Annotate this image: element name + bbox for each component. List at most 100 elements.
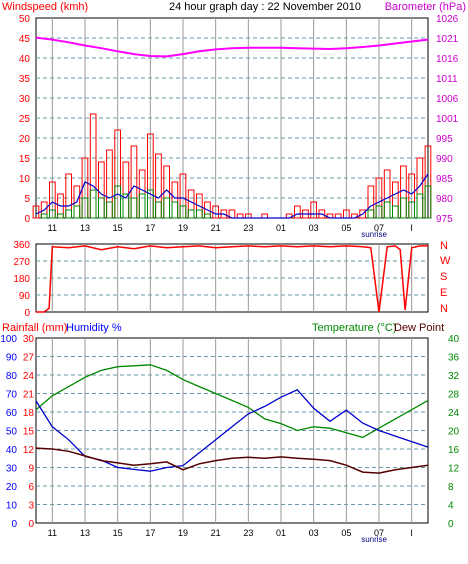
humidity-tick-label: 30 (6, 464, 18, 475)
wind-green-bar (204, 213, 211, 219)
barometer-tick-label: 1026 (436, 14, 459, 25)
temperature-axis-title: Temperature (°C) (312, 322, 396, 334)
temperature-tick-label: 0 (448, 519, 454, 530)
barometer-line (35, 36, 429, 58)
windspeed-axis-title: Windspeed (kmh) (2, 1, 88, 13)
temperature-tick-label: 24 (448, 408, 460, 419)
barometer-tick-label: 975 (436, 214, 453, 225)
wind-green-bar (424, 185, 432, 219)
wind-green-bar (40, 213, 48, 219)
windspeed-tick-label: 45 (19, 34, 31, 45)
wind-panel-sunrise-label: sunrise (361, 230, 387, 239)
humidity-tick-label: 100 (0, 334, 17, 345)
wind-panel-x-tick: 17 (145, 223, 155, 233)
climate-panel-x-tick: 15 (113, 528, 123, 538)
wind-green-bar (171, 201, 179, 219)
humidity-tick-label: 70 (6, 390, 18, 401)
wind-green-bar (114, 185, 122, 219)
wind-green-bar (106, 201, 113, 219)
wind-panel-x-tick: 19 (178, 223, 188, 233)
barometer-tick-label: 995 (436, 134, 453, 145)
barometer-tick-label: 1016 (436, 54, 459, 65)
windspeed-tick-label: 40 (19, 54, 31, 65)
barometer-tick-label: 1011 (436, 74, 458, 85)
humidity-tick-label: 20 (6, 482, 18, 493)
climate-panel-x-tick: 07 (374, 528, 384, 538)
wind-panel-x-tick: 11 (48, 223, 57, 233)
windspeed-tick-label: 50 (19, 14, 31, 25)
wind-green-bar (179, 205, 187, 219)
humidity-tick-label: 80 (6, 371, 18, 382)
temperature-tick-label: 4 (448, 501, 454, 512)
wind-panel-x-tick: I (410, 223, 413, 233)
direction-label-w: W (440, 255, 451, 267)
climate-panel-x-tick: 23 (243, 528, 253, 538)
climate-panel-x-tick: 11 (48, 528, 57, 538)
dewpoint-line (35, 447, 429, 474)
wind-green-bar (416, 193, 424, 219)
wind-panel-x-tick: 21 (211, 223, 221, 233)
wind-green-bar (163, 197, 171, 219)
wind-green-bar (65, 209, 73, 219)
wind-green-bar (400, 197, 407, 219)
windspeed-tick-label: 5 (24, 194, 30, 205)
rainfall-axis-title: Rainfall (mm) (2, 322, 67, 334)
dewpoint-axis-title: Dew Point (394, 322, 444, 334)
rainfall-tick-label: 18 (23, 408, 35, 419)
rainfall-tick-label: 15 (23, 427, 35, 438)
wind-green-bar (187, 209, 195, 219)
wind-green-bar (98, 197, 105, 219)
climate-panel-x-tick: 13 (80, 528, 90, 538)
rainfall-tick-label: 30 (23, 334, 35, 345)
temperature-tick-label: 32 (448, 371, 460, 382)
temperature-tick-label: 36 (448, 353, 460, 364)
wind-green-bar (49, 209, 56, 219)
climate-panel-x-tick: 03 (309, 528, 319, 538)
barometer-axis-title: Barometer (hPa) (385, 1, 466, 13)
wind-green-bar (138, 193, 146, 219)
wind-green-bar (392, 205, 399, 219)
windspeed-tick-label: 10 (19, 174, 31, 185)
windspeed-tick-label: 25 (19, 114, 31, 125)
wind-green-bar (155, 201, 162, 219)
humidity-tick-label: 60 (6, 408, 18, 419)
windspeed-tick-label: 20 (19, 134, 31, 145)
humidity-tick-label: 50 (6, 427, 18, 438)
wind-average-line (35, 173, 429, 219)
climate-panel-x-tick: 21 (211, 528, 221, 538)
wind-green-bar (196, 209, 203, 219)
wind-panel-x-tick: 03 (309, 223, 319, 233)
temperature-tick-label: 16 (448, 445, 460, 456)
wind-green-bar (375, 205, 383, 219)
rainfall-tick-label: 27 (23, 353, 35, 364)
direction-label-s: S (440, 271, 447, 283)
direction-label-n-bottom: N (440, 303, 448, 315)
direction-tick-label: 270 (13, 257, 30, 268)
temperature-tick-label: 40 (448, 334, 460, 345)
climate-panel-x-tick: 17 (145, 528, 155, 538)
wind-panel-x-tick: 15 (113, 223, 123, 233)
temperature-tick-label: 8 (448, 482, 454, 493)
wind-green-bar (147, 189, 154, 219)
rainfall-tick-label: 6 (28, 482, 34, 493)
windspeed-tick-label: 15 (19, 154, 31, 165)
climate-panel-x-tick: 01 (276, 528, 286, 538)
humidity-tick-label: 10 (6, 501, 18, 512)
wind-panel-x-tick: 23 (243, 223, 253, 233)
barometer-tick-label: 1021 (436, 34, 459, 45)
wind-gust-bar (310, 201, 317, 219)
direction-tick-label: 0 (24, 308, 30, 319)
rainfall-tick-label: 0 (28, 519, 34, 530)
humidity-tick-label: 40 (6, 445, 18, 456)
wind-green-bar (383, 201, 391, 219)
direction-label-e: E (440, 287, 447, 299)
wind-direction-line (36, 245, 428, 313)
climate-panel-x-tick: 19 (178, 528, 188, 538)
temperature-tick-label: 28 (448, 390, 460, 401)
wind-green-bar (57, 213, 64, 219)
wind-panel-x-tick: 13 (80, 223, 90, 233)
wind-panel-x-tick: 07 (374, 223, 384, 233)
temperature-tick-label: 12 (448, 464, 460, 475)
